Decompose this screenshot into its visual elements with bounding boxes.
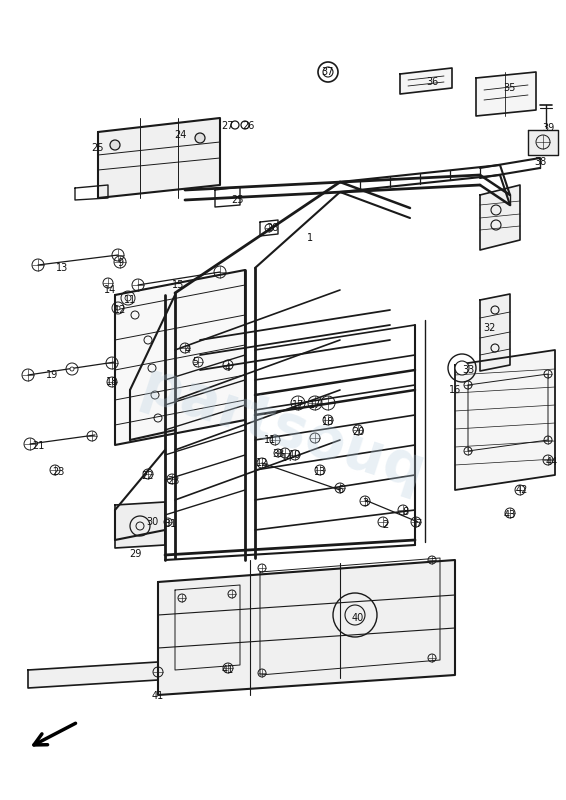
Circle shape <box>116 306 120 310</box>
Text: 3: 3 <box>362 498 368 508</box>
Text: 37: 37 <box>322 67 334 77</box>
Text: 38: 38 <box>534 157 546 167</box>
Polygon shape <box>115 270 245 445</box>
Text: 1: 1 <box>307 233 313 243</box>
Text: 5: 5 <box>192 357 198 367</box>
Text: 18: 18 <box>322 417 334 427</box>
Text: 33: 33 <box>272 449 284 459</box>
Polygon shape <box>455 350 555 490</box>
Polygon shape <box>98 118 220 198</box>
Text: 41: 41 <box>222 665 234 675</box>
Text: 15: 15 <box>172 280 184 290</box>
Text: 40: 40 <box>352 613 364 623</box>
Text: partsouq: partsouq <box>134 357 432 503</box>
Circle shape <box>195 133 205 143</box>
Text: 16: 16 <box>449 385 461 395</box>
Text: 43: 43 <box>504 510 516 520</box>
Text: 17: 17 <box>292 400 304 410</box>
Text: 17: 17 <box>309 400 321 410</box>
Circle shape <box>125 295 131 301</box>
Text: 19: 19 <box>46 370 58 380</box>
Text: 24: 24 <box>174 130 186 140</box>
Text: 35: 35 <box>504 83 516 93</box>
Text: 10: 10 <box>289 450 301 460</box>
Text: 33: 33 <box>462 365 474 375</box>
Text: 31: 31 <box>164 519 176 529</box>
Text: 30: 30 <box>146 517 158 527</box>
Polygon shape <box>480 185 520 250</box>
Text: 4: 4 <box>185 345 191 355</box>
Text: 12: 12 <box>256 458 268 468</box>
Text: 11: 11 <box>264 435 276 445</box>
Text: 7: 7 <box>415 519 421 529</box>
Text: 27: 27 <box>222 121 234 131</box>
Polygon shape <box>28 662 158 688</box>
Text: 26: 26 <box>242 121 254 131</box>
Text: 42: 42 <box>516 485 528 495</box>
Text: 9: 9 <box>117 258 123 268</box>
Text: 39: 39 <box>542 123 554 133</box>
Text: 36: 36 <box>426 77 438 87</box>
Text: 25: 25 <box>231 195 245 205</box>
Polygon shape <box>476 72 536 116</box>
Text: 25: 25 <box>92 143 104 153</box>
Circle shape <box>110 140 120 150</box>
Text: 28: 28 <box>266 223 278 233</box>
Text: 23: 23 <box>52 467 64 477</box>
Text: 41: 41 <box>152 691 164 701</box>
Text: 22: 22 <box>142 471 155 481</box>
Text: 32: 32 <box>484 323 496 333</box>
Text: 11: 11 <box>124 295 136 305</box>
Text: 18: 18 <box>106 377 118 387</box>
Text: 20: 20 <box>352 427 364 437</box>
Polygon shape <box>115 502 165 548</box>
Polygon shape <box>528 130 558 155</box>
Text: 14: 14 <box>281 453 293 463</box>
Polygon shape <box>400 68 452 94</box>
Text: 12: 12 <box>114 305 126 315</box>
Text: 2: 2 <box>382 520 388 530</box>
Text: 4: 4 <box>225 363 231 373</box>
Text: 13: 13 <box>314 467 326 477</box>
Polygon shape <box>480 294 510 371</box>
Polygon shape <box>158 560 455 695</box>
Text: 13: 13 <box>56 263 68 273</box>
Text: 8: 8 <box>402 507 408 517</box>
Text: 6: 6 <box>337 485 343 495</box>
Text: 23: 23 <box>167 476 179 486</box>
Circle shape <box>70 367 74 371</box>
Text: 21: 21 <box>32 441 44 451</box>
Text: 29: 29 <box>129 549 141 559</box>
Text: 14: 14 <box>104 285 116 295</box>
Circle shape <box>455 361 469 375</box>
Text: 44: 44 <box>546 457 558 467</box>
